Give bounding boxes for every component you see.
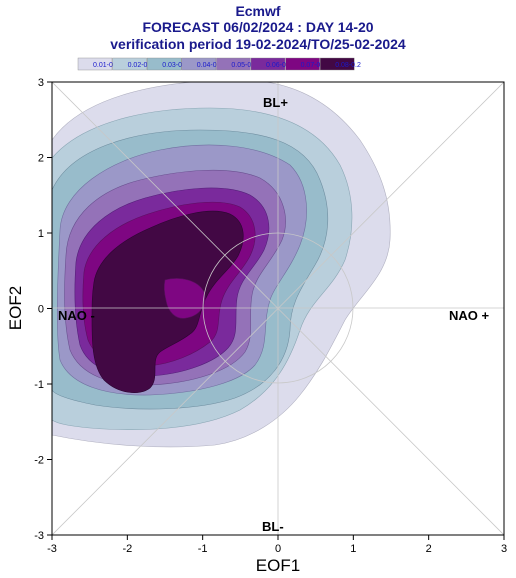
legend-swatch [181,57,217,71]
x-tick-label: -3 [47,543,57,555]
regime-bl-minus: BL- [262,519,284,534]
x-tick-label: -2 [122,543,132,555]
legend-label: 0.03-0.04 [162,62,192,69]
legend-label: 0.07-0.08 [301,62,331,69]
legend-swatch [216,57,251,71]
legend-label: 0.05-0.06 [231,62,261,69]
y-tick-label: -1 [34,379,44,391]
legend-label: 0.06-0.07 [266,62,296,69]
y-tick-label: 3 [38,77,44,89]
x-axis-title: EOF1 [256,556,300,575]
reference-lines [52,82,504,535]
regime-bl-plus: BL+ [263,95,288,110]
y-tick-label: 1 [38,228,44,240]
x-tick-label: 1 [350,543,356,555]
legend: 0.01-0.02 0.02-0.03 0.03-0.04 0.04-0.05 0.05… [77,57,361,71]
legend-swatch [112,57,147,71]
unit-circle [202,232,354,384]
chart-title: Ecmwf [235,3,281,19]
x-tick-label: 2 [426,543,432,555]
x-tick-label: -1 [198,543,208,555]
legend-swatch [146,57,182,71]
x-tick-label: 0 [275,543,281,555]
legend-swatch [320,57,355,71]
density-contours [52,82,391,448]
y-tick-label: -3 [34,530,44,542]
regime-nao-minus: NAO - [58,308,95,323]
verification-subtitle: verification period 19-02-2024/TO/25-02-… [110,36,406,52]
legend-label: 0.01-0.02 [93,62,123,69]
legend-swatch [250,57,286,71]
legend-swatch [77,57,113,71]
legend-label: 0.02-0.03 [128,62,158,69]
legend-label: 0.08-0.2 [335,62,361,69]
legend-label: 0.04-0.05 [197,62,227,69]
regime-nao-plus: NAO + [449,308,490,323]
y-axis-title: EOF2 [6,286,25,330]
forecast-subtitle: FORECAST 06/02/2024 : DAY 14-20 [142,19,374,35]
diagonal-line-2 [52,82,504,535]
axis-ticks: -3 -2 -1 0 1 2 3 -3 -2 -1 0 1 2 3 [34,77,507,555]
y-tick-label: 2 [38,153,44,165]
y-tick-label: -2 [34,455,44,467]
x-tick-label: 3 [501,543,507,555]
y-tick-label: 0 [38,304,44,316]
legend-swatch [285,57,320,71]
